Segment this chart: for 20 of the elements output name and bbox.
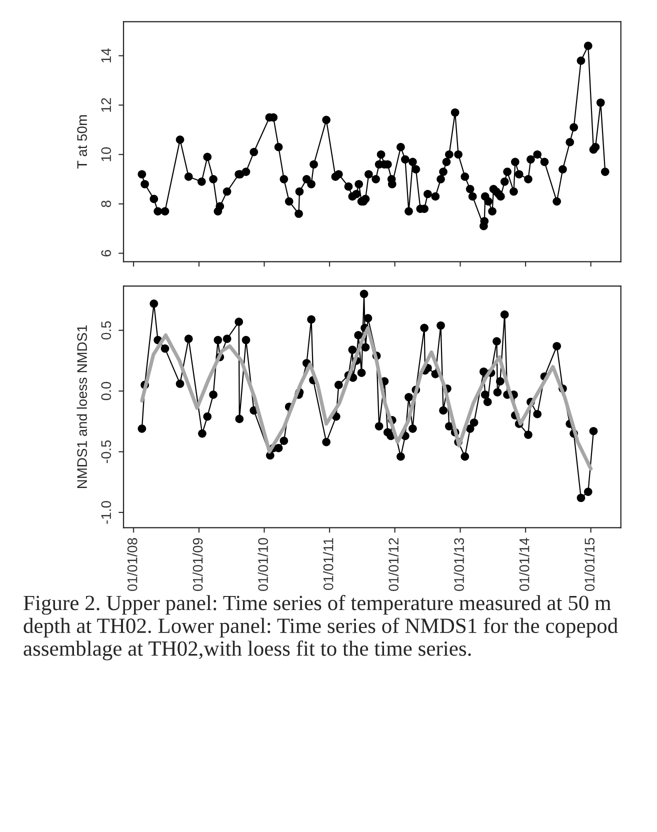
y-tick-label: 6 bbox=[101, 250, 112, 256]
y-tick-label: 12 bbox=[101, 98, 111, 112]
y-tick-label: 14 bbox=[101, 48, 111, 62]
y-tick-label: -0.5 bbox=[101, 440, 112, 464]
x-tick-label: 01/01/08 bbox=[127, 538, 138, 591]
x-tick-label: 01/01/15 bbox=[584, 538, 595, 591]
y-tick-label: 10 bbox=[101, 147, 112, 162]
x-tick-label: 01/01/12 bbox=[388, 538, 399, 591]
caption: Figure 2. Upper panel: Time series of temperature measured at 50 m depth at TH02. Lower panel: Time series of NMDS1 for the copepod assemblage at TH02,with loess fit to the time series. bbox=[24, 594, 618, 660]
y-tick-label: 0.0 bbox=[101, 382, 112, 400]
y-tick-label: -1.0 bbox=[101, 501, 112, 524]
y-tick-label: 0.5 bbox=[101, 321, 112, 340]
y-tick-label: 8 bbox=[101, 200, 112, 208]
x-tick-label: 01/01/13 bbox=[454, 538, 464, 591]
x-tick-label: 01/01/09 bbox=[192, 538, 203, 591]
x-tick-label: 01/01/11 bbox=[323, 538, 334, 590]
x-tick-label: 01/01/10 bbox=[258, 538, 268, 591]
x-tick-label: 01/01/14 bbox=[519, 538, 530, 591]
y-axis-title: T at 50m bbox=[77, 115, 87, 169]
y-axis-title: NMDS1 and loess NMDS1 bbox=[76, 325, 87, 488]
